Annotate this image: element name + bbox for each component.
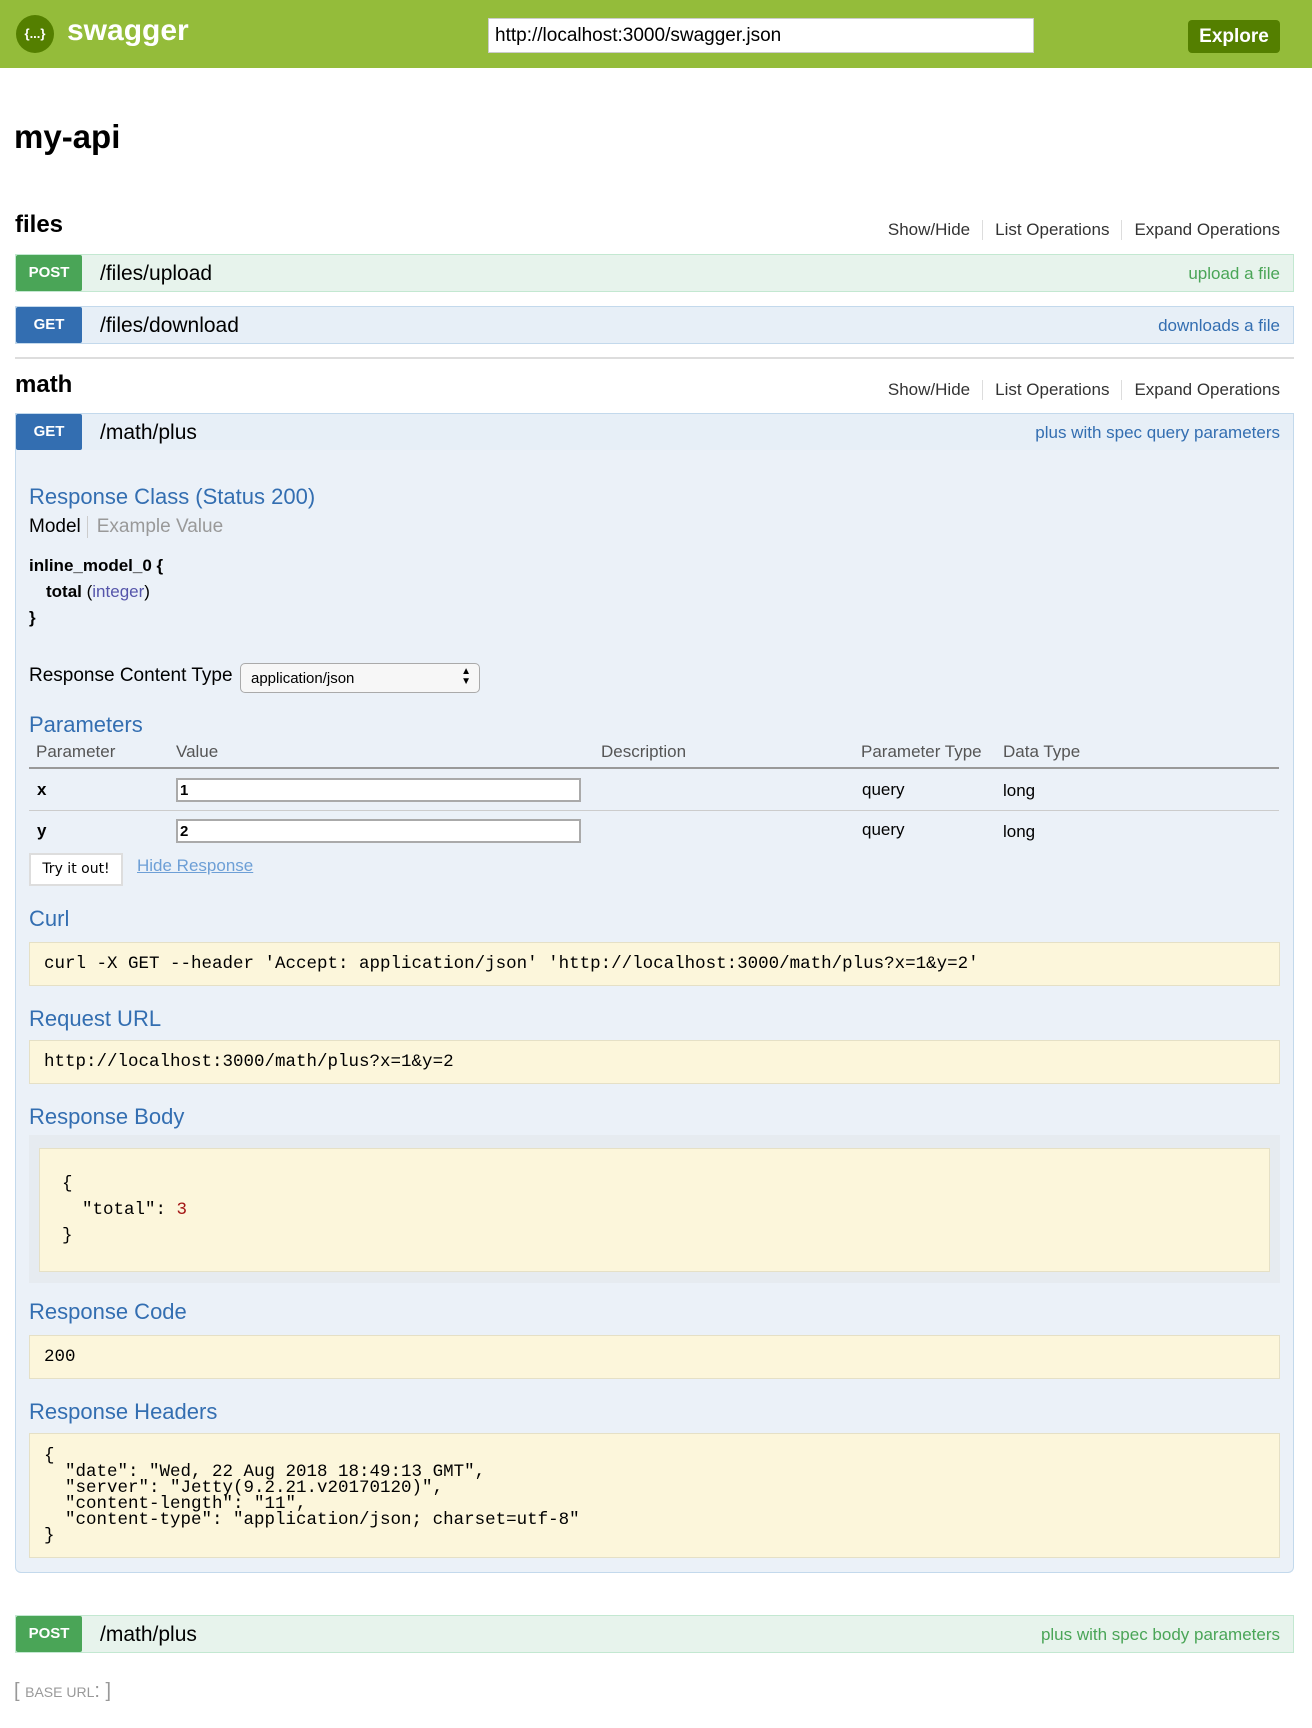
- request-url: http://localhost:3000/math/plus?x=1&y=2: [29, 1040, 1280, 1084]
- operation-get-math-plus[interactable]: GET /math/plus plus with spec query para…: [15, 413, 1294, 451]
- operation-post-files-upload[interactable]: POST /files/upload upload a file: [15, 254, 1294, 292]
- base-url-footer: [ BASE URL: ]: [14, 1680, 112, 1702]
- param-type: query: [862, 780, 905, 799]
- base-url-label: BASE URL: [25, 1684, 95, 1700]
- operation-path[interactable]: /math/plus: [100, 421, 197, 444]
- model-property: total (integer): [46, 582, 150, 601]
- method-badge: GET: [16, 307, 82, 343]
- col-data-type: Data Type: [1003, 742, 1081, 761]
- method-badge: POST: [16, 1616, 82, 1652]
- json-key: "total":: [82, 1200, 177, 1220]
- content-type-select[interactable]: application/json ▲ ▼: [240, 663, 480, 693]
- json-brace: }: [62, 1226, 73, 1246]
- json-brace: {: [62, 1174, 73, 1194]
- param-type: query: [862, 820, 905, 839]
- operation-details-panel: [15, 450, 1294, 1573]
- show-hide-link[interactable]: Show/Hide: [876, 220, 984, 240]
- select-arrows-icon: ▲ ▼: [461, 666, 471, 687]
- method-badge: GET: [16, 414, 82, 450]
- method-badge: POST: [16, 255, 82, 291]
- section-divider: [15, 357, 1294, 359]
- try-it-out-button[interactable]: Try it out!: [29, 853, 123, 886]
- operation-summary[interactable]: plus with spec query parameters: [1035, 423, 1280, 442]
- model-close: }: [29, 608, 36, 627]
- section-links-math: Show/Hide List Operations Expand Operati…: [876, 380, 1280, 400]
- response-code: 200: [29, 1335, 1280, 1379]
- param-x-input[interactable]: [176, 778, 581, 802]
- hide-response-link[interactable]: Hide Response: [137, 856, 254, 875]
- expand-operations-link[interactable]: Expand Operations: [1134, 220, 1280, 239]
- show-hide-link[interactable]: Show/Hide: [876, 380, 984, 400]
- table-header-line: [29, 767, 1279, 769]
- section-links-files: Show/Hide List Operations Expand Operati…: [876, 220, 1280, 240]
- response-body-wrapper: { "total": 3 }: [29, 1135, 1280, 1283]
- col-parameter-type: Parameter Type: [861, 742, 982, 761]
- response-headers-title: Response Headers: [29, 1399, 218, 1424]
- operation-post-math-plus[interactable]: POST /math/plus plus with spec body para…: [15, 1615, 1294, 1653]
- col-value: Value: [176, 742, 219, 761]
- data-type: long: [1003, 781, 1036, 800]
- param-y-input[interactable]: [176, 819, 581, 843]
- expand-operations-link[interactable]: Expand Operations: [1134, 380, 1280, 399]
- response-code-title: Response Code: [29, 1299, 187, 1324]
- param-name: x: [37, 780, 47, 799]
- response-body-title: Response Body: [29, 1104, 185, 1129]
- brand-name: swagger: [67, 14, 189, 47]
- operation-get-files-download[interactable]: GET /files/download downloads a file: [15, 306, 1294, 344]
- response-body: { "total": 3 }: [39, 1148, 1270, 1272]
- example-value-tab[interactable]: Example Value: [96, 516, 224, 537]
- selected-content-type: application/json: [251, 670, 355, 687]
- data-type: long: [1003, 822, 1036, 841]
- response-class-title: Response Class (Status 200): [29, 484, 316, 509]
- spec-url-input[interactable]: [488, 18, 1034, 53]
- param-name: y: [37, 821, 47, 840]
- property-type: integer: [92, 582, 145, 601]
- json-value: 3: [176, 1200, 188, 1220]
- col-parameter: Parameter: [36, 742, 116, 761]
- list-operations-link[interactable]: List Operations: [983, 220, 1123, 240]
- parameters-title: Parameters: [29, 712, 143, 737]
- content-type-label: Response Content Type: [29, 665, 233, 686]
- swagger-logo-icon: {...}: [16, 15, 54, 53]
- request-url-title: Request URL: [29, 1006, 162, 1031]
- model-tabs: Model Example Value: [29, 516, 223, 538]
- operation-summary[interactable]: downloads a file: [1158, 316, 1280, 335]
- param-row-x: x query long: [29, 770, 1279, 811]
- curl-command: curl -X GET --header 'Accept: applicatio…: [29, 942, 1280, 986]
- section-title-files[interactable]: files: [15, 211, 64, 238]
- list-operations-link[interactable]: List Operations: [983, 380, 1123, 400]
- json-line: "total": 3: [62, 1197, 1247, 1223]
- operation-summary[interactable]: upload a file: [1188, 264, 1280, 283]
- operation-path[interactable]: /math/plus: [100, 1623, 197, 1646]
- response-headers: { "date": "Wed, 22 Aug 2018 18:49:13 GMT…: [29, 1433, 1280, 1558]
- api-title: my-api: [14, 118, 121, 155]
- property-name: total: [46, 582, 82, 601]
- explore-button[interactable]: Explore: [1188, 20, 1280, 53]
- operation-summary[interactable]: plus with spec body parameters: [1040, 1625, 1280, 1644]
- operation-path[interactable]: /files/upload: [100, 262, 213, 285]
- curl-title: Curl: [29, 906, 70, 931]
- model-name: inline_model_0 {: [29, 556, 164, 575]
- operation-path[interactable]: /files/download: [100, 314, 239, 337]
- section-title-math[interactable]: math: [15, 371, 73, 398]
- col-description: Description: [601, 742, 687, 761]
- model-tab[interactable]: Model: [29, 516, 88, 538]
- param-row-y: y query long: [29, 812, 1279, 850]
